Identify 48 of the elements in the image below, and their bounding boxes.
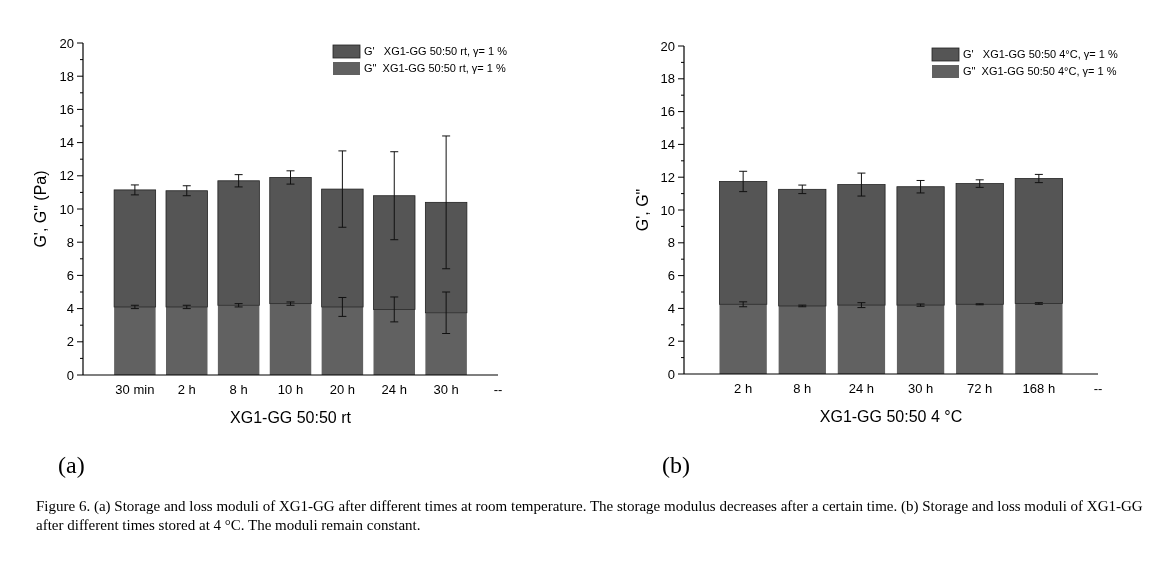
x-tick-label: 30 min [115, 382, 155, 397]
y-tick-label: 18 [59, 68, 74, 84]
text: (b) [662, 452, 690, 478]
y-tick-label: 4 [667, 300, 675, 316]
y-tick-label: 10 [59, 201, 74, 217]
y-axis-title: G', G" (Pa) [32, 170, 49, 248]
y-tick-label: 14 [660, 136, 675, 152]
x-tick-label: 30 h [907, 381, 934, 396]
x-tick-label: 24 h [848, 381, 875, 396]
y-tick-label: 18 [660, 71, 675, 87]
x-axis-title: XG1-GG 50:50 4 °C [819, 408, 963, 425]
x-tick-label: 2 h [177, 382, 196, 397]
y-tick-label: 6 [66, 267, 74, 283]
x-tick-label: 72 h [967, 381, 993, 396]
y-tick-label: 10 [660, 202, 675, 218]
x-tick-label: -- [493, 382, 503, 397]
y-tick-label: 8 [66, 234, 74, 250]
y-tick-label: 12 [660, 169, 675, 185]
x-tick-label: 2 h [734, 381, 753, 396]
caption: Figure 6. (a) Storage and loss moduli of XG1-GG after different times at room temperature. The storage modulus decreases after a certain time. (b) Storage and loss moduli of XG1-GG after different times stored at 4 °C. The moduli remain constant. [36, 498, 1143, 533]
y-tick-label: 14 [59, 135, 74, 151]
x-tick-label: 8 h [793, 381, 812, 396]
y-axis-title: G', G" [634, 188, 651, 232]
legend-label: G' XG1-GG 50:50 4°C, γ= 1 % [963, 48, 1118, 60]
x-tick-label: 20 h [329, 382, 356, 397]
x-tick-label: 24 h [381, 382, 407, 397]
y-tick-label: 16 [59, 101, 74, 117]
y-tick-label: 0 [667, 366, 675, 382]
text: (a) [58, 452, 85, 478]
y-tick-label: 16 [660, 104, 675, 120]
y-tick-label: 2 [66, 334, 74, 350]
y-tick-label: 8 [667, 235, 675, 251]
y-tick-label: 4 [66, 301, 74, 317]
x-tick-label: 168 h [1022, 381, 1056, 396]
x-tick-label: 10 h [277, 382, 304, 397]
x-tick-label: -- [1093, 381, 1103, 396]
y-tick-label: 12 [59, 168, 74, 184]
legend-label: G' XG1-GG 50:50 rt, γ= 1 % [364, 45, 508, 57]
y-tick-label: 6 [667, 268, 675, 284]
y-tick-label: 20 [59, 35, 74, 51]
legend-label: G" XG1-GG 50:50 rt, γ= 1 % [364, 62, 506, 74]
y-tick-label: 0 [66, 367, 74, 383]
y-tick-label: 2 [667, 333, 675, 349]
y-tick-label: 20 [660, 38, 675, 54]
legend-label: G" XG1-GG 50:50 4°C, γ= 1 % [963, 65, 1117, 77]
x-axis-title: XG1-GG 50:50 rt [230, 409, 352, 426]
x-tick-label: 8 h [229, 382, 248, 397]
x-tick-label: 30 h [433, 382, 459, 397]
